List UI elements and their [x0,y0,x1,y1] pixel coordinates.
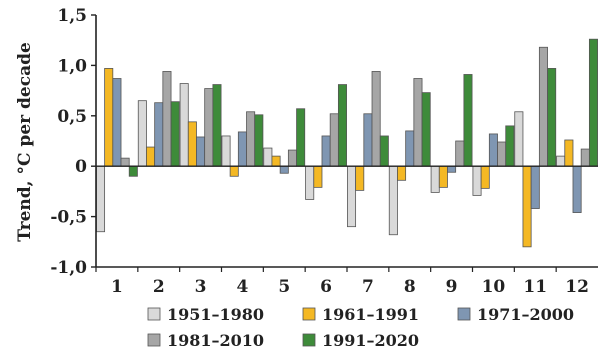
bar-5-9 [463,74,473,167]
bar-5-6 [337,84,347,167]
bar-1-2 [137,100,147,167]
bar-5-7 [379,135,389,167]
x-tick-label: 9 [446,277,458,297]
y-tick-label: 0 [75,157,87,177]
legend-item: 1981–2010 [147,331,264,350]
bar-3-12 [572,165,582,213]
bar-3-3 [196,136,206,167]
bar-2-10 [480,165,490,189]
y-tick-label: 1,0 [57,56,87,76]
bar-4-12 [580,148,590,167]
bar-2-5 [271,155,281,167]
legend-label: 1991–2020 [322,331,419,350]
y-tick-label: 1,5 [57,6,87,26]
x-tick-label: 2 [153,277,165,297]
bar-1-1 [96,165,106,233]
legend-swatch [147,307,161,321]
legend-label: 1961–1991 [322,305,419,324]
y-tick-label: 0,5 [57,107,87,127]
bar-3-6 [321,135,331,167]
bar-4-1 [120,157,130,167]
y-tick-label: -1,0 [50,258,87,278]
bar-4-6 [329,113,339,167]
bar-4-2 [162,71,172,167]
legend-item: 1991–2020 [302,331,419,350]
bar-5-11 [547,68,557,167]
x-tick-label: 11 [523,277,547,297]
bar-2-1 [104,68,114,167]
x-tick-label: 5 [278,277,290,297]
bar-2-12 [564,139,574,167]
bar-2-3 [187,121,197,167]
bar-5-1 [128,165,138,177]
bar-2-9 [438,165,448,188]
legend-label: 1981–2010 [167,331,264,350]
bar-1-8 [388,165,398,236]
bar-2-6 [313,165,323,188]
bar-3-7 [363,113,373,167]
bar-4-3 [204,88,214,167]
legend-swatch [457,307,471,321]
x-tick-label: 4 [236,277,248,297]
bar-2-11 [522,165,532,248]
bar-4-9 [455,140,465,167]
bar-5-4 [254,114,264,167]
bar-5-2 [170,101,180,167]
bar-3-8 [405,130,415,167]
bar-3-11 [530,165,540,209]
bar-4-8 [413,78,423,167]
bar-4-5 [287,149,297,167]
bar-3-1 [112,78,122,167]
bar-4-10 [497,141,507,167]
legend-label: 1971–2000 [477,305,574,324]
bar-3-9 [447,165,457,173]
x-tick-label: 1 [111,277,123,297]
legend-swatch [147,333,161,347]
bar-4-4 [246,111,256,167]
legend-item: 1961–1991 [302,305,419,324]
bar-4-11 [538,46,548,167]
x-tick-label: 12 [565,277,589,297]
axes-layer: -1,0-0,500,51,01,51 2 3 4 5 6 7 8 9 10 11 12Trend, … [15,6,598,297]
bars-layer [96,38,598,248]
y-axis-label: Trend, °C per decade [15,42,35,242]
bar-3-2 [154,102,164,167]
bar-4-7 [371,71,381,167]
legend-item: 1971–2000 [457,305,574,324]
legend-swatch [302,307,316,321]
bar-1-9 [430,165,440,193]
bar-1-3 [179,83,189,167]
bar-2-2 [146,146,156,167]
legend: 1951–1980 1961–1991 1971–2000 1981–2010 1991… [147,305,574,350]
x-tick-label: 3 [195,277,207,297]
bar-1-5 [263,147,273,167]
bar-3-4 [237,131,247,167]
bar-5-8 [421,92,431,167]
x-tick-label: 7 [362,277,374,297]
bar-1-10 [472,165,482,196]
bar-1-7 [347,165,357,228]
bar-1-12 [556,155,566,167]
bar-1-11 [514,111,524,167]
legend-label: 1951–1980 [167,305,264,324]
bar-5-5 [296,108,306,167]
x-tick-label: 8 [404,277,416,297]
bar-5-12 [588,38,598,167]
bar-3-5 [279,165,289,174]
legend-item: 1951–1980 [147,305,264,324]
x-tick-label: 10 [482,277,506,297]
bar-1-4 [221,135,231,167]
bar-2-4 [229,165,239,177]
y-tick-label: -0,5 [50,208,87,228]
bar-5-3 [212,84,222,167]
bar-3-10 [488,133,498,167]
bar-5-10 [505,125,515,167]
bar-2-8 [397,165,407,181]
bar-1-6 [305,165,315,200]
x-tick-label: 6 [320,277,332,297]
legend-swatch [302,333,316,347]
bar-2-7 [355,165,365,191]
